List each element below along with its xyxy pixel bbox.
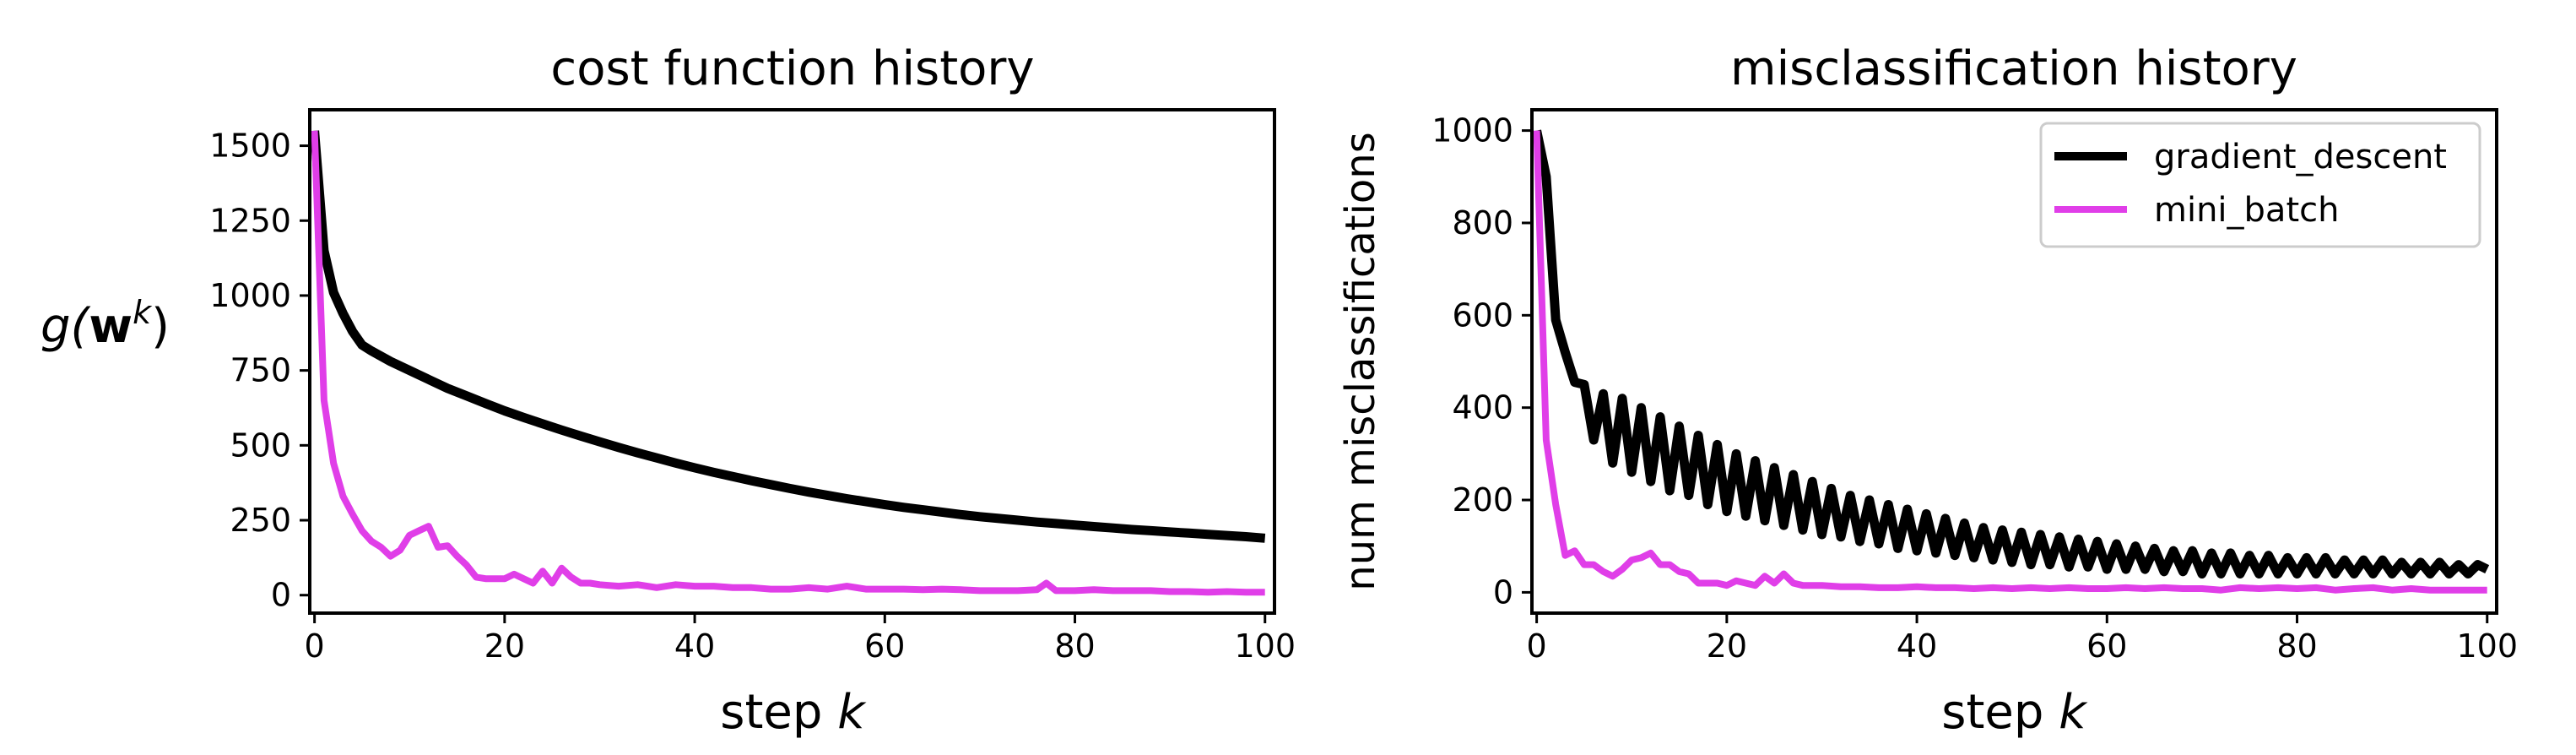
x-tick-label: 40 [674, 627, 715, 665]
series-line-1 [311, 130, 1265, 596]
legend-frame [2039, 122, 2481, 248]
chart-title: misclassification history [1730, 41, 2297, 96]
y-axis-label-bold: w [89, 299, 133, 354]
legend-label-gradient-descent: gradient_descent [2154, 138, 2447, 177]
x-tick-label: 80 [1054, 627, 1095, 665]
x-tick-label: 20 [484, 627, 525, 665]
series-line-gradient-descent [1532, 129, 2490, 578]
x-tick-label: 0 [305, 627, 325, 665]
x-tick-label: 60 [2086, 627, 2127, 665]
x-axis-label-var: k [837, 685, 867, 740]
x-axis-label-text: step [1941, 685, 2043, 740]
x-tick-label: 40 [1897, 627, 1937, 665]
x-tick-label: 80 [2276, 627, 2317, 665]
misclassification-chart: misclassification history 0 20 40 60 80 10002… [1337, 41, 2518, 740]
cost-function-chart: cost function history 0 20 40 60 80 100025050… [41, 41, 1296, 740]
y-tick-label: 1500 [209, 128, 291, 165]
y-tick-label: 1000 [1431, 112, 1513, 149]
chart-title: cost function history [550, 41, 1034, 96]
y-tick-label: 400 [1452, 389, 1513, 426]
y-tick-label: 0 [271, 577, 291, 614]
plot-frame [308, 108, 1276, 615]
series-line-mini-batch [1533, 130, 2487, 594]
y-tick-label: 0 [1493, 573, 1513, 611]
x-axis-label: step k [720, 685, 867, 740]
y-axis-label: g(wk) [41, 294, 170, 354]
y-axis-label-fn: g( [41, 299, 91, 354]
y-tick-label: 200 [1452, 481, 1513, 519]
x-tick-label: 60 [864, 627, 905, 665]
y-tick-label: 750 [230, 352, 291, 389]
x-tick-label: 20 [1707, 627, 1747, 665]
x-axis-label-var: k [2059, 685, 2088, 740]
x-tick-label: 0 [1527, 627, 1547, 665]
y-tick-label: 250 [230, 502, 291, 539]
y-tick-label: 800 [1452, 204, 1513, 242]
y-axis-label-close: ) [151, 299, 170, 354]
y-tick-label: 600 [1452, 296, 1513, 334]
y-tick-label: 1250 [209, 202, 291, 239]
y-tick-label: 500 [230, 426, 291, 464]
series-line-0 [310, 130, 1266, 543]
plot-area [310, 130, 1266, 596]
plot-frame [1530, 108, 2498, 615]
y-tick-label: 1000 [209, 277, 291, 314]
plot-area [1532, 129, 2490, 594]
y-axis-label-sup: k [133, 294, 153, 331]
legend-label-mini-batch: mini_batch [2154, 191, 2339, 230]
y-axis-label: num misclassifications [1337, 132, 1384, 590]
x-tick-label: 100 [2456, 627, 2518, 665]
legend: gradient_descent mini_batch [2039, 122, 2481, 248]
x-axis-label: step k [1941, 685, 2088, 740]
x-axis-label-text: step [720, 685, 822, 740]
x-tick-label: 100 [1234, 627, 1296, 665]
